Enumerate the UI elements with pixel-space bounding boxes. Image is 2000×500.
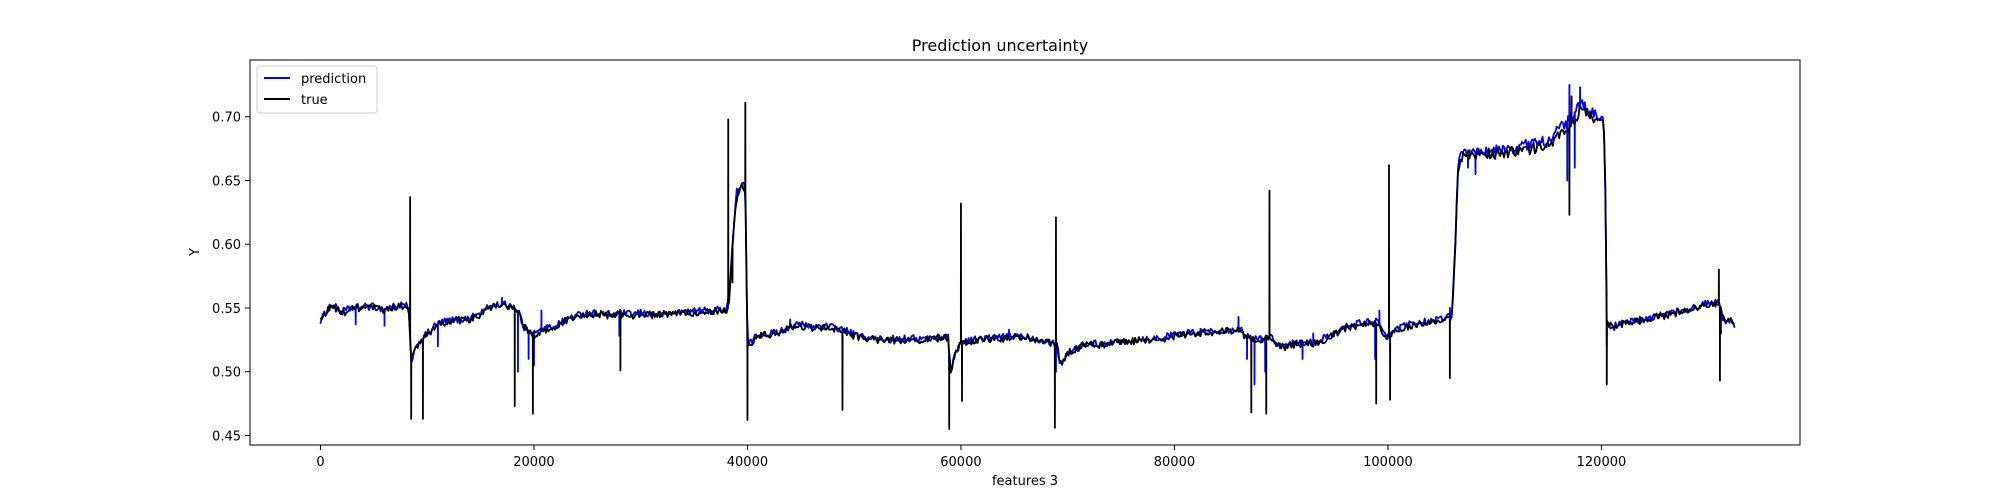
y-tick-label: 0.55 — [212, 302, 241, 317]
legend-prediction-label: prediction — [301, 72, 366, 87]
x-tick-label: 120000 — [1577, 455, 1627, 470]
y-tick-label: 0.70 — [212, 111, 241, 126]
x-tick-label: 60000 — [940, 455, 981, 470]
series-layer — [319, 83, 1736, 430]
x-tick-label: 20000 — [513, 455, 554, 470]
legend-true-label: true — [301, 93, 328, 108]
y-axis: 0.45 0.50 0.55 0.60 0.65 0.70 — [212, 111, 250, 444]
x-axis-label: features 3 — [992, 474, 1058, 489]
y-tick-label: 0.65 — [212, 174, 241, 189]
y-tick-label: 0.50 — [212, 366, 241, 381]
x-tick-label: 0 — [316, 455, 324, 470]
x-tick-label: 40000 — [727, 455, 768, 470]
legend: prediction true — [256, 65, 378, 114]
y-tick-label: 0.60 — [212, 238, 241, 253]
x-axis: 0 20000 40000 60000 80000 100000 120000 — [316, 445, 1626, 470]
y-axis-label: Y — [188, 248, 203, 257]
plot-frame — [249, 59, 1801, 446]
y-tick-label: 0.45 — [212, 429, 241, 444]
chart-title: Prediction uncertainty — [912, 36, 1088, 55]
x-tick-label: 80000 — [1154, 455, 1195, 470]
x-tick-label: 100000 — [1363, 455, 1413, 470]
series-line-true — [319, 95, 1736, 430]
